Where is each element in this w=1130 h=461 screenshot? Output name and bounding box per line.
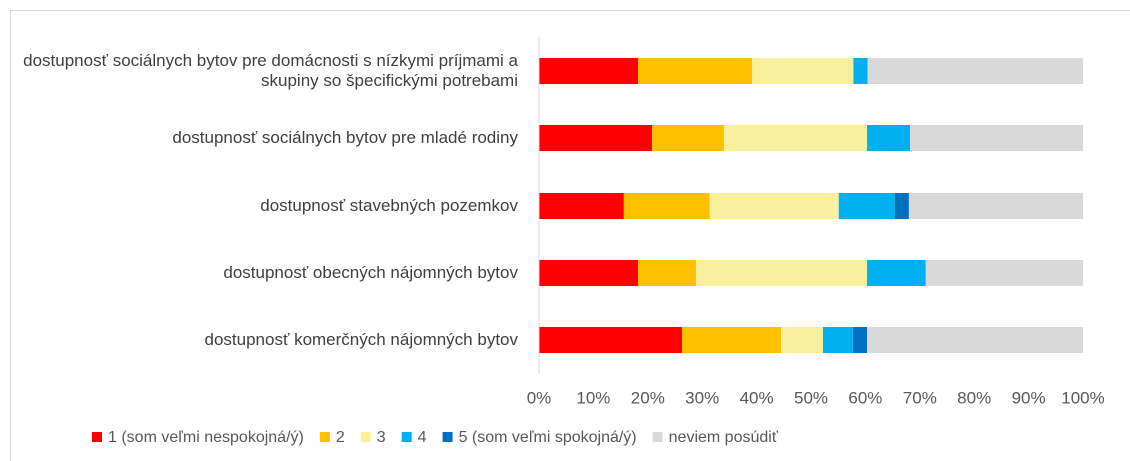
x-tick-label: 90%: [1012, 388, 1046, 407]
bar-segment: [910, 125, 1083, 151]
bar-segment: [867, 327, 1083, 353]
bar-segment: [539, 260, 639, 286]
x-tick-label: 60%: [848, 388, 882, 407]
bar-segment: [894, 193, 909, 219]
bar-segment: [853, 58, 868, 84]
x-tick-label: 40%: [740, 388, 774, 407]
legend-swatch: [652, 432, 663, 442]
bar-segment: [696, 260, 868, 286]
bar-segment: [867, 58, 1083, 84]
x-tick-label: 0%: [527, 388, 552, 407]
legend-swatch: [92, 432, 102, 442]
bar-segment: [623, 193, 710, 219]
x-tick-label: 50%: [794, 388, 828, 407]
bar-segment: [638, 260, 697, 286]
legend-label: 2: [336, 429, 345, 446]
legend-swatch: [360, 432, 371, 442]
x-tick-label: 30%: [685, 388, 719, 407]
x-tick-label: 20%: [631, 388, 665, 407]
bar-segment: [682, 327, 782, 353]
bar-segment: [539, 193, 624, 219]
bar-segment: [638, 58, 753, 84]
bar-segment: [539, 125, 653, 151]
legend-label: 5 (som veľmi spokojná/ý): [459, 429, 637, 446]
bar-segment: [822, 327, 853, 353]
bar-segment: [838, 193, 895, 219]
x-tick-label: 10%: [576, 388, 610, 407]
bar-segment: [539, 327, 683, 353]
y-tick-label: dostupnosť komerčných nájomných bytov: [204, 330, 518, 349]
x-tick-label: 100%: [1061, 388, 1104, 407]
legend-swatch: [401, 432, 412, 442]
y-tick-label: dostupnosť sociálnych bytov pre mladé ro…: [172, 128, 518, 147]
bar-segment: [781, 327, 823, 353]
y-tick-label: dostupnosť stavebných pozemkov: [260, 196, 518, 215]
legend-label: 3: [377, 429, 386, 446]
x-tick-label: 80%: [957, 388, 991, 407]
bar-segment: [723, 125, 868, 151]
x-tick-label: 70%: [903, 388, 937, 407]
frame: [10, 10, 1130, 461]
y-tick-label: dostupnosť sociálnych bytov pre domácnos…: [23, 51, 518, 90]
bar-segment: [908, 193, 1083, 219]
y-tick-label: dostupnosť obecných nájomných bytov: [223, 263, 518, 282]
legend-label: 1 (som veľmi nespokojná/ý): [108, 429, 304, 446]
bar-segment: [752, 58, 854, 84]
bar-segment: [925, 260, 1083, 286]
bar-segment: [852, 327, 868, 353]
bar-segment: [539, 58, 639, 84]
legend-swatch: [319, 432, 330, 442]
legend-label: neviem posúdiť: [669, 429, 779, 446]
bar-segment: [709, 193, 839, 219]
legend-swatch: [442, 432, 453, 442]
legend-label: 4: [418, 429, 427, 446]
bar-segment: [867, 125, 911, 151]
bar-segment: [652, 125, 724, 151]
bar-segment: [867, 260, 926, 286]
